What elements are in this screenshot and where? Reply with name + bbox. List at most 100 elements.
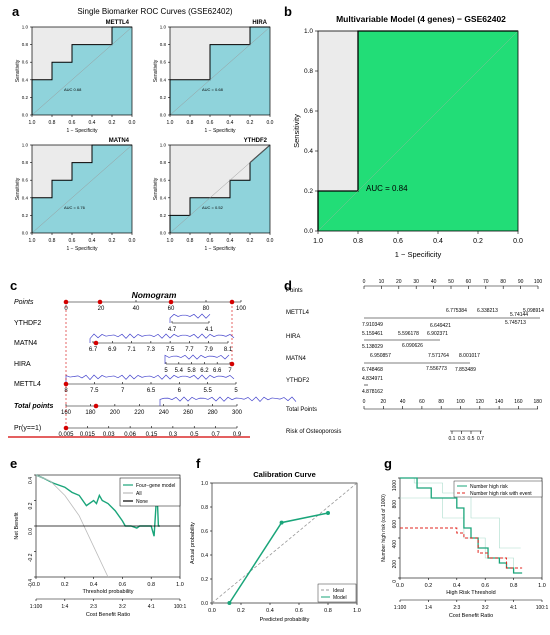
nomogram-tick-label: 300 [232,410,243,416]
nomogram-tick-label: 7.9 [205,347,214,353]
nomogram-tick-label: 100 [236,306,247,312]
nomogram-tick-label: 240 [159,410,170,416]
dca-ytick-label: 0.0 [28,528,34,535]
calibration-ytick-label: 0.0 [201,601,208,607]
nomogram-row-label: METTL4 [14,381,41,388]
roc-a-xtick-label: 1.0 [167,238,174,244]
roc-a-ytick-label: 1.0 [22,25,29,30]
calibration-point [279,520,284,525]
roc-a-xtick-label: 1.0 [167,120,174,126]
roc-a-ylabel: Sensitivity [153,177,159,200]
calibration-legend-label: Model [333,595,347,601]
dca-line-0 [35,474,160,537]
nomogram-d-value: 6.748468 [362,367,383,373]
nomogram-row-label: Points [14,299,34,306]
nomogram-tick-label: 0.5 [190,432,199,438]
nomogram-tick-label: 8.1 [224,347,233,353]
nomogram-d-tick-label: 120 [476,399,485,405]
nomogram-tick-label: 5 [234,388,238,394]
nomogram-tick-label: 7 [121,388,125,394]
nomogram-d-value: 5.74144 [510,312,528,318]
chart-b-title: Multivariable Model (4 genes) − GSE62402 [336,14,506,24]
roc-b-ytick-label: 1.0 [304,28,313,35]
roc-a-curve-YTHDF2 [169,144,271,233]
nomogram-density [89,333,235,343]
roc-a-ytick-label: 0.0 [22,231,29,236]
roc-b-frame [317,30,519,232]
nomogram-d-tick-label: 20 [396,279,402,285]
nomogram-tick-label: 0.03 [103,432,115,438]
roc-a-ytick-label: 1.0 [22,143,29,148]
roc-a-xtick-label: 0.4 [89,238,96,244]
nomogram-d-value: 5.098914 [523,308,544,314]
nomogram-d-tick-label: 60 [466,279,472,285]
nomogram-tick-label: 5.4 [175,368,184,374]
roc-a-xtick-label: 0.4 [227,238,234,244]
nomogram-d-row-label: HIRA [286,334,300,340]
nomogram-tick-label: 0.15 [146,432,158,438]
roc-b-ytick-label: 0.4 [304,148,313,155]
nomogram-tick-label: 0.9 [233,432,242,438]
roc-a-xtick-label: 0.2 [247,120,254,126]
dca-x2tick-label: 3:2 [119,604,126,610]
nomogram-row-label: MATN4 [14,340,37,347]
nomogram-d-value: 5.138029 [362,344,383,350]
nomogram-tick-label: 6.7 [89,347,98,353]
roc-a-xtick-label: 0.0 [129,120,136,126]
roc-a-ytick-label: 0.0 [160,231,167,236]
roc-a-ytick-label: 1.0 [160,143,167,148]
roc-a-ytick-label: 0.4 [160,77,167,82]
dca-legend-label: All [136,491,142,497]
dca-ytick-label: 0.2 [28,502,34,509]
roc-a-ytick-label: 0.4 [160,195,167,200]
roc-a-xtick-label: 0.2 [247,238,254,244]
calibration-point [227,601,232,605]
roc-a-ytick-label: 0.6 [22,178,29,183]
nomogram-tick-label: 6.5 [147,388,156,394]
nomogram-d-tick-label: 180 [534,399,543,405]
impact-x2label: Cost Benefit Ratio [449,613,493,619]
roc-a-name-HIRA: HIRA [252,20,267,26]
calibration-xtick-label: 0.0 [208,608,216,614]
calibration-ytick-label: 0.4 [201,553,208,559]
nomogram-tick-label: 40 [133,306,140,312]
roc-b-xtick-label: 1.0 [313,238,323,245]
roc-a-curve-HIRA [169,26,270,115]
dca-ylabel: Net Benefit [14,512,20,540]
impact-x2tick-label: 4:1 [510,605,517,611]
roc-a-ytick-label: 0.8 [160,42,167,47]
roc-a-frame [169,26,271,116]
calibration-frame [211,482,358,604]
roc-a-xtick-label: 0.0 [267,120,274,126]
dca-line-1 [35,474,109,578]
roc-a-xtick-label: 0.8 [49,238,56,244]
nomogram-d-tick-label: 100 [456,399,465,405]
impact-high-risk-line [400,477,523,574]
nomogram-tick-label: 0.3 [169,432,178,438]
nomogram-tick-label: 80 [203,306,210,312]
roc-a-xtick-label: 0.0 [267,238,274,244]
nomogram-d-value: 5.745713 [505,320,526,326]
calibration-ideal-line [211,482,358,604]
nomogram-d-tick-label: 140 [495,399,504,405]
nomogram-d-value: 7.853489 [455,367,476,373]
calibration-xtick-label: 1.0 [353,608,361,614]
roc-a-frame [31,26,133,116]
nomogram-d-tick-label: 40 [400,399,406,405]
nomogram-d-tick-label: 80 [500,279,506,285]
calibration-xtick-label: 0.6 [295,608,303,614]
nomogram-d-row-label: Risk of Osteoporosis [286,429,341,435]
nomogram-d-row-label: METTL4 [286,310,310,316]
dca-x2tick-label: 1:4 [61,604,68,610]
impact-x2tick-label: 100:1 [536,605,549,611]
nomogram-row-label: HIRA [14,361,31,368]
nomogram-d-row-label: YTHDF2 [286,378,310,384]
dca-xtick-label: 0.0 [32,582,40,588]
chart-c-title: Nomogram [132,290,177,300]
roc-a-name-MATN4: MATN4 [109,138,130,144]
nomogram-d-value: 6.902371 [427,331,448,337]
nomogram-tick-label: 260 [183,410,194,416]
dca-x2tick-label: 100:1 [174,604,187,610]
nomogram-row-label: Pr(y==1) [14,425,41,432]
